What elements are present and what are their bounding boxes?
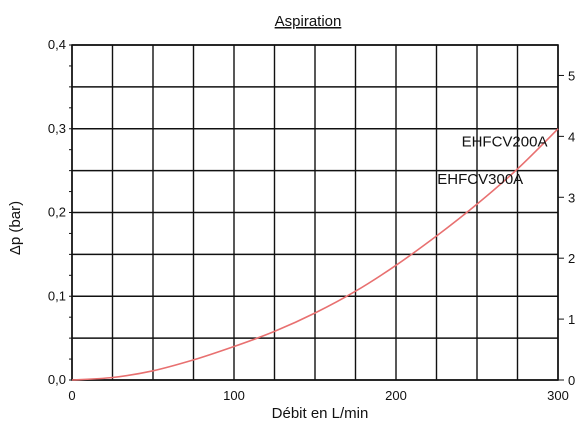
y-tick-label: 0,3 — [48, 121, 66, 136]
y2-tick-label: 5 — [568, 68, 575, 83]
chart-title: Aspiration — [275, 13, 342, 30]
y-axis-title: Δp (bar) — [7, 201, 24, 255]
x-axis-title: Débit en L/min — [272, 405, 369, 422]
y2-tick-label: 3 — [568, 190, 575, 205]
axis-labels: 0 100 200 300 0,0 0,1 0,2 0,3 0,4 0 1 2 3 4 5 EHFCV200A… — [48, 37, 575, 403]
y-tick-label: 0,0 — [48, 372, 66, 387]
series-curve — [71, 128, 559, 381]
chart-grid — [71, 44, 559, 381]
x-tick-label: 300 — [547, 388, 569, 403]
x-tick-label: 100 — [223, 388, 245, 403]
curve-annotation: EHFCV200A — [462, 133, 548, 150]
x-tick-label: 200 — [385, 388, 407, 403]
y2-tick-label: 4 — [568, 129, 575, 144]
axis-ticks — [69, 44, 564, 381]
y2-tick-label: 2 — [568, 251, 575, 266]
curve-annotation: EHFCV300A — [437, 171, 523, 188]
x-tick-label: 0 — [68, 388, 75, 403]
y-tick-label: 0,2 — [48, 205, 66, 220]
y-tick-label: 0,4 — [48, 37, 66, 52]
y2-tick-label: 1 — [568, 312, 575, 327]
y-tick-label: 0,1 — [48, 288, 66, 303]
y2-tick-label: 0 — [568, 373, 575, 388]
series-layer — [71, 128, 559, 381]
